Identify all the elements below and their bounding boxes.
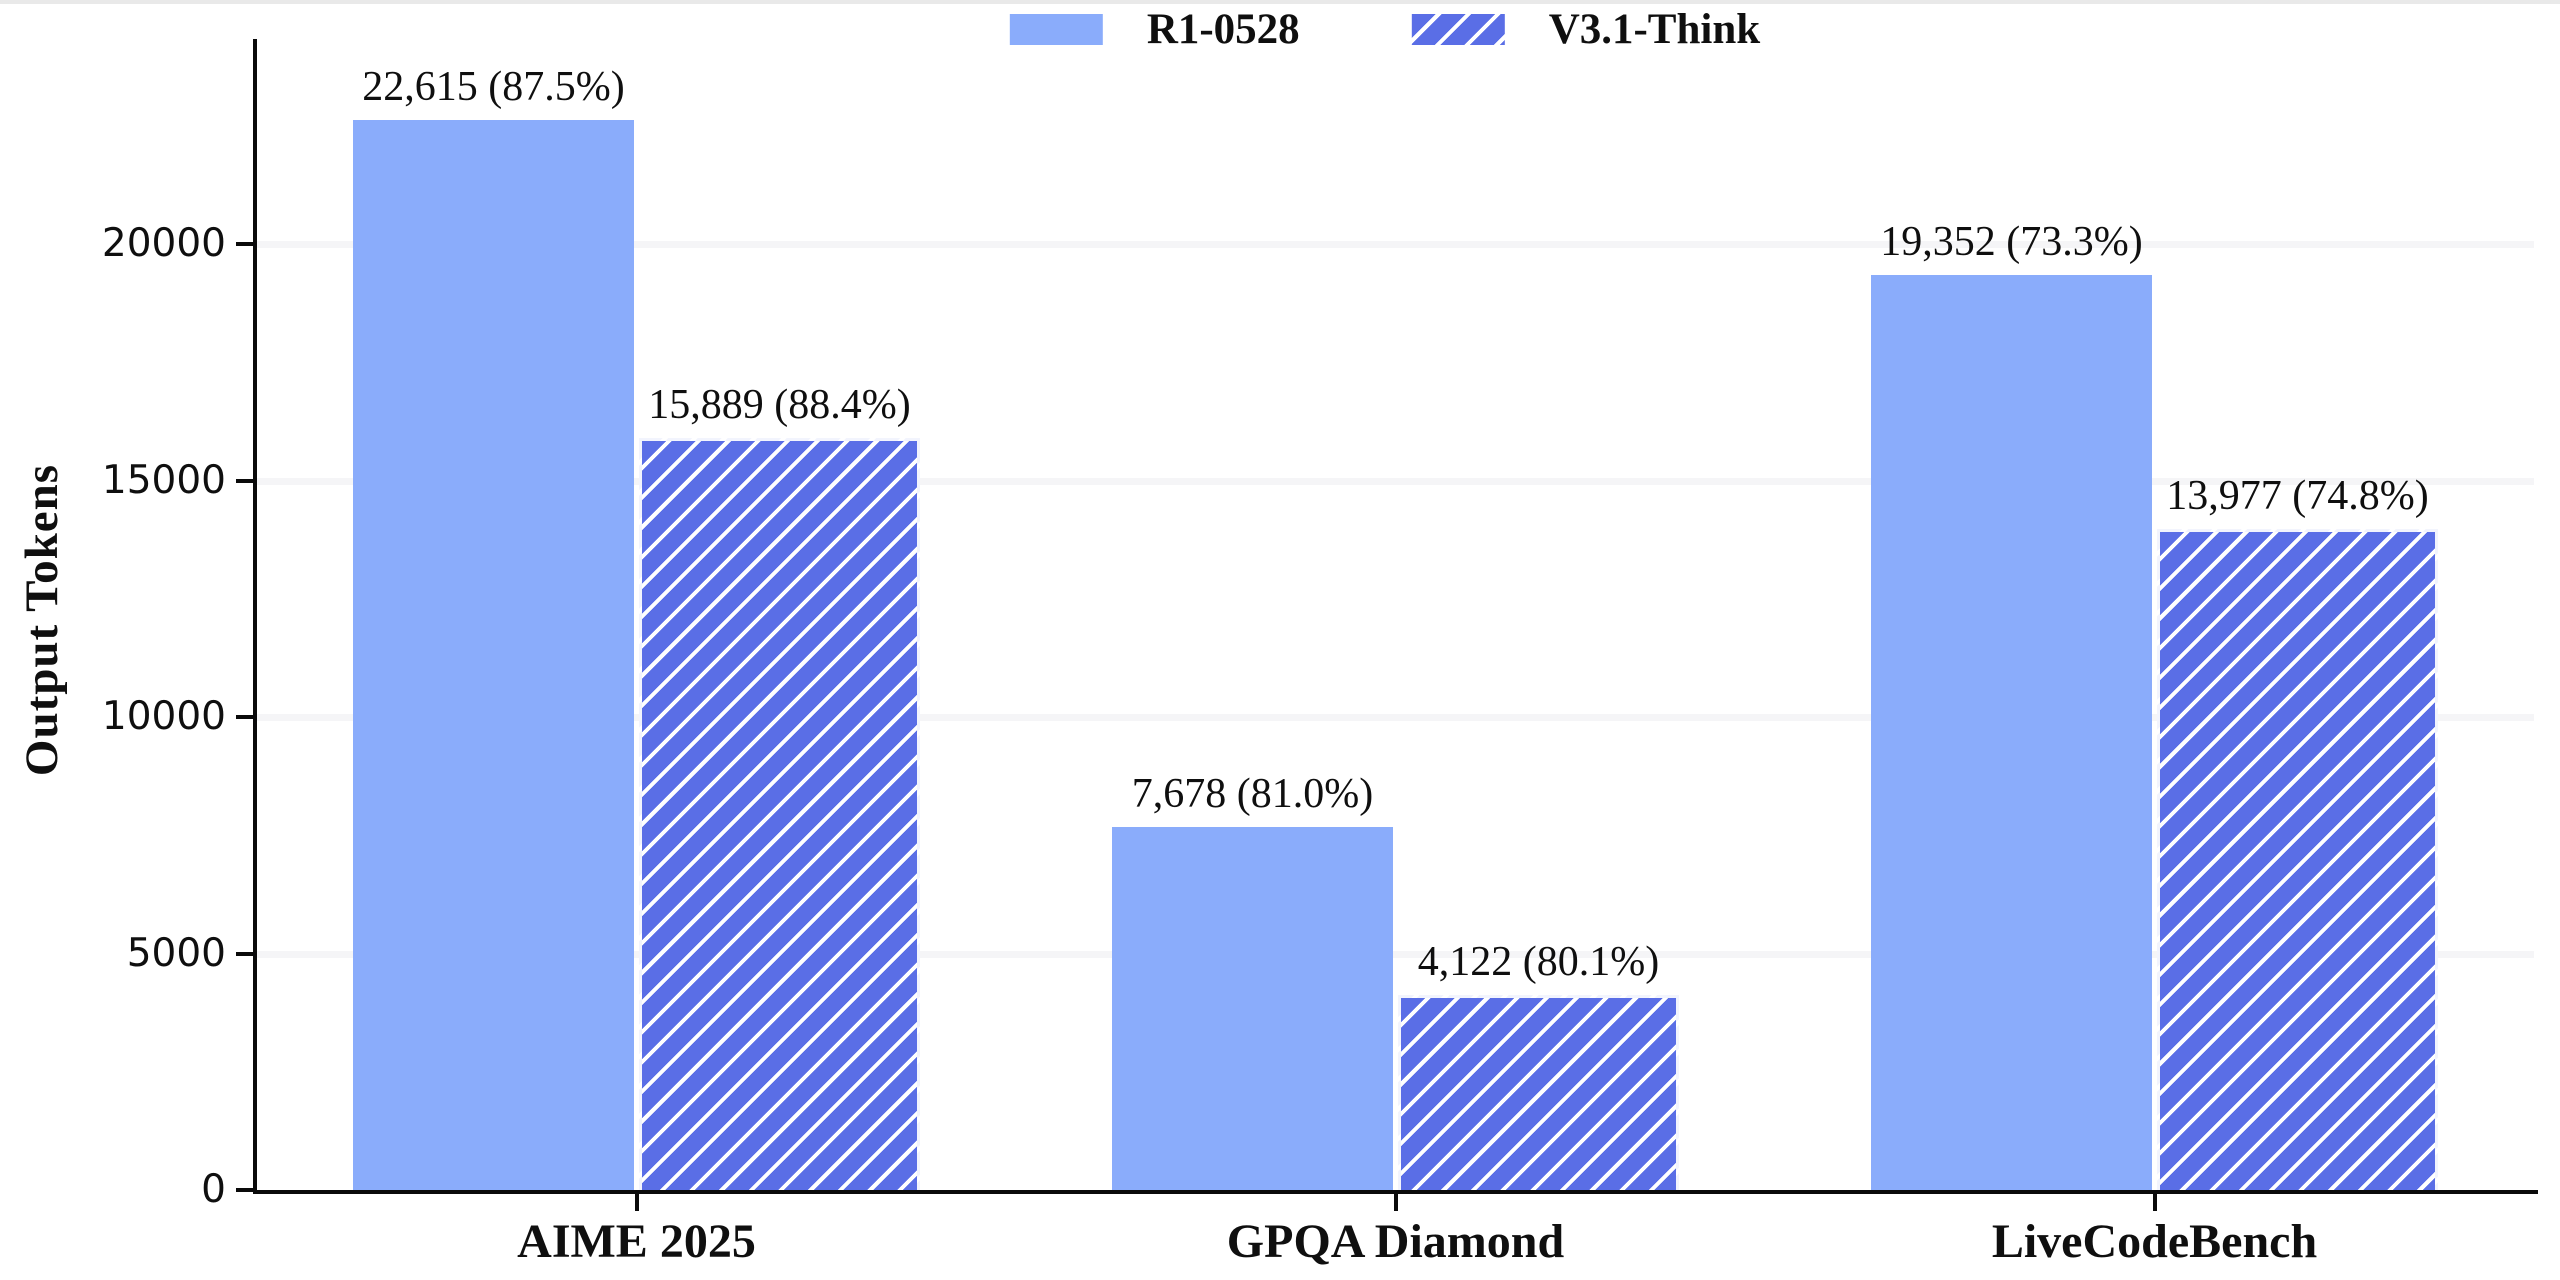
bar-v3-1-think-aime-2025 <box>639 438 920 1190</box>
y-tick-label-0: 0 <box>201 1167 226 1212</box>
y-axis-spine <box>253 39 257 1194</box>
x-category-label-gpqa-diamond: GPQA Diamond <box>1226 1215 1565 1268</box>
bar-v3-1-think-gpqa-diamond <box>1398 995 1679 1190</box>
window-top-edge <box>0 0 2560 4</box>
x-axis-tick-gpqa-diamond <box>1393 1194 1398 1211</box>
bar-value-label-r1-0528-aime-2025: 22,615 (87.5%) <box>362 64 625 110</box>
legend-item-v3-1-think: V3.1-Think <box>1411 6 1761 53</box>
x-category-label-aime-2025: AIME 2025 <box>517 1215 756 1268</box>
bar-r1-0528-aime-2025 <box>353 120 634 1190</box>
y-tick-label-10000: 10000 <box>101 694 226 739</box>
bar-value-label-r1-0528-gpqa-diamond: 7,678 (81.0%) <box>1131 771 1374 817</box>
chart-legend: R1-0528 V3.1-Think <box>1009 6 1761 53</box>
bar-value-label-r1-0528-livecodebench: 19,352 (73.3%) <box>1880 219 2143 265</box>
x-axis-tick-aime-2025 <box>634 1194 639 1211</box>
bar-value-label-v3-1-think-aime-2025: 15,889 (88.4%) <box>648 382 911 428</box>
y-tick-label-5000: 5000 <box>126 930 226 976</box>
gridline-20000 <box>257 241 2534 248</box>
bar-v3-1-think-livecodebench <box>2157 529 2438 1190</box>
bar-value-label-v3-1-think-livecodebench: 13,977 (74.8%) <box>2166 473 2429 519</box>
y-tick-label-20000: 20000 <box>101 221 226 266</box>
y-axis-tick-0 <box>236 1188 253 1192</box>
legend-label-v3-1-think: V3.1-Think <box>1548 6 1761 53</box>
y-axis-tick-15000 <box>236 478 253 483</box>
legend-item-r1-0528: R1-0528 <box>1009 6 1300 53</box>
y-axis-tick-10000 <box>236 715 253 719</box>
x-category-label-livecodebench: LiveCodeBench <box>1991 1215 2318 1268</box>
bar-r1-0528-livecodebench <box>1871 275 2152 1190</box>
legend-swatch-solid-icon <box>1009 14 1103 45</box>
y-tick-label-15000: 15000 <box>101 457 226 503</box>
gridline-15000 <box>257 477 2534 485</box>
y-axis-tick-20000 <box>236 242 253 246</box>
y-axis-tick-5000 <box>236 951 253 956</box>
x-axis-tick-livecodebench <box>2152 1194 2157 1211</box>
legend-label-r1-0528: R1-0528 <box>1146 6 1300 53</box>
bar-value-label-v3-1-think-gpqa-diamond: 4,122 (80.1%) <box>1417 939 1660 985</box>
gridline-5000 <box>257 950 2534 958</box>
bar-r1-0528-gpqa-diamond <box>1112 827 1393 1190</box>
gridline-10000 <box>257 714 2534 721</box>
x-axis-spine <box>253 1190 2538 1194</box>
legend-swatch-hatched-icon <box>1411 14 1505 45</box>
